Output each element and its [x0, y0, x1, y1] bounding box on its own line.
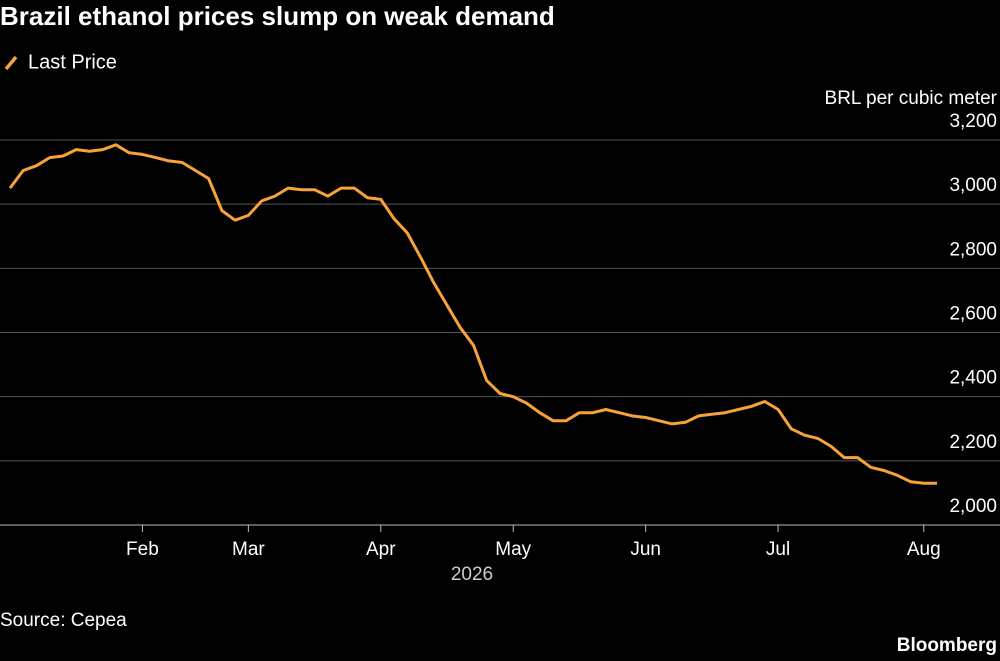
y-tick-label: 3,000	[949, 175, 997, 196]
x-tick-label: Aug	[907, 539, 941, 560]
x-tick-label: Feb	[126, 539, 159, 560]
y-axis-label: BRL per cubic meter	[825, 88, 998, 109]
price-line	[8, 143, 937, 485]
y-tick-label: 2,400	[949, 368, 997, 389]
x-tick-label: Jul	[766, 539, 790, 560]
legend-label: Last Price	[28, 51, 117, 73]
legend-swatch	[4, 55, 18, 71]
y-tick-label: 2,200	[949, 432, 997, 453]
y-tick-label: 2,000	[949, 496, 997, 517]
source: Source: Cepea	[0, 610, 127, 631]
brand: Bloomberg	[897, 635, 997, 656]
chart-title: Brazil ethanol prices slump on weak dema…	[0, 1, 555, 31]
x-axis-label: 2026	[451, 564, 493, 585]
x-tick-label: May	[495, 539, 531, 560]
y-tick-label: 2,600	[949, 304, 997, 325]
y-tick-label: 2,800	[949, 239, 997, 260]
x-tick-label: Mar	[232, 539, 265, 560]
x-tick-label: Apr	[366, 539, 396, 560]
y-tick-label: 3,200	[949, 111, 997, 132]
x-tick-label: Jun	[630, 539, 661, 560]
